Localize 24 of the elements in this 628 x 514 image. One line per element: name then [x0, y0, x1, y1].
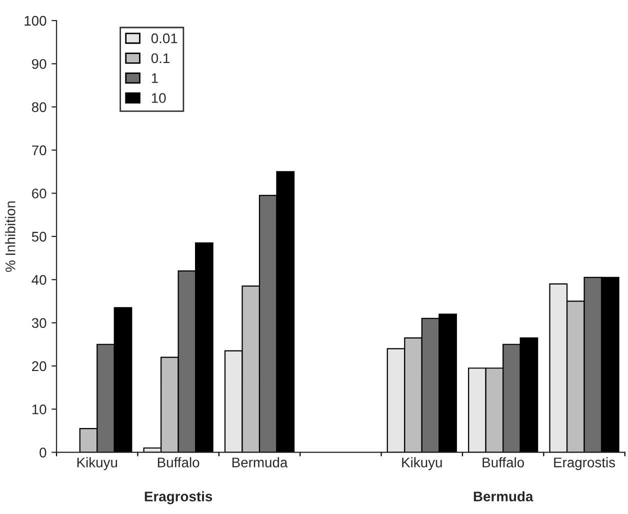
x-tick-label: Bermuda	[232, 457, 288, 468]
y-tick-label: 80	[32, 102, 46, 112]
y-tick-label: 10	[32, 404, 46, 414]
y-axis-title: % Inhibition	[5, 201, 16, 272]
y-tick-label: 50	[32, 232, 46, 242]
y-tick-label: 100	[24, 16, 46, 26]
text: Eragrostis	[144, 491, 212, 504]
y-tick-label: 30	[32, 318, 46, 328]
legend-label: 0.1	[151, 53, 170, 64]
x-tick-label: Eragrostis	[554, 457, 616, 470]
x-tick-label: Kikuyu	[77, 457, 118, 470]
text: Bermuda	[474, 491, 534, 502]
y-tick-label: 40	[32, 274, 46, 285]
y-tick-label: 0	[40, 448, 46, 458]
y-tick-label: 20	[32, 361, 46, 372]
x-tick-label: Buffalo	[482, 457, 524, 468]
legend-label: 10	[152, 93, 166, 103]
y-tick-label: 90	[32, 59, 46, 69]
legend-label: 0.01	[151, 33, 178, 44]
x-tick-label: Kikuyu	[402, 457, 442, 470]
legend-label: 1	[152, 73, 158, 83]
y-tick-label: 70	[32, 145, 46, 156]
y-tick-label: 60	[32, 188, 46, 198]
x-tick-label: Buffalo	[158, 457, 200, 468]
